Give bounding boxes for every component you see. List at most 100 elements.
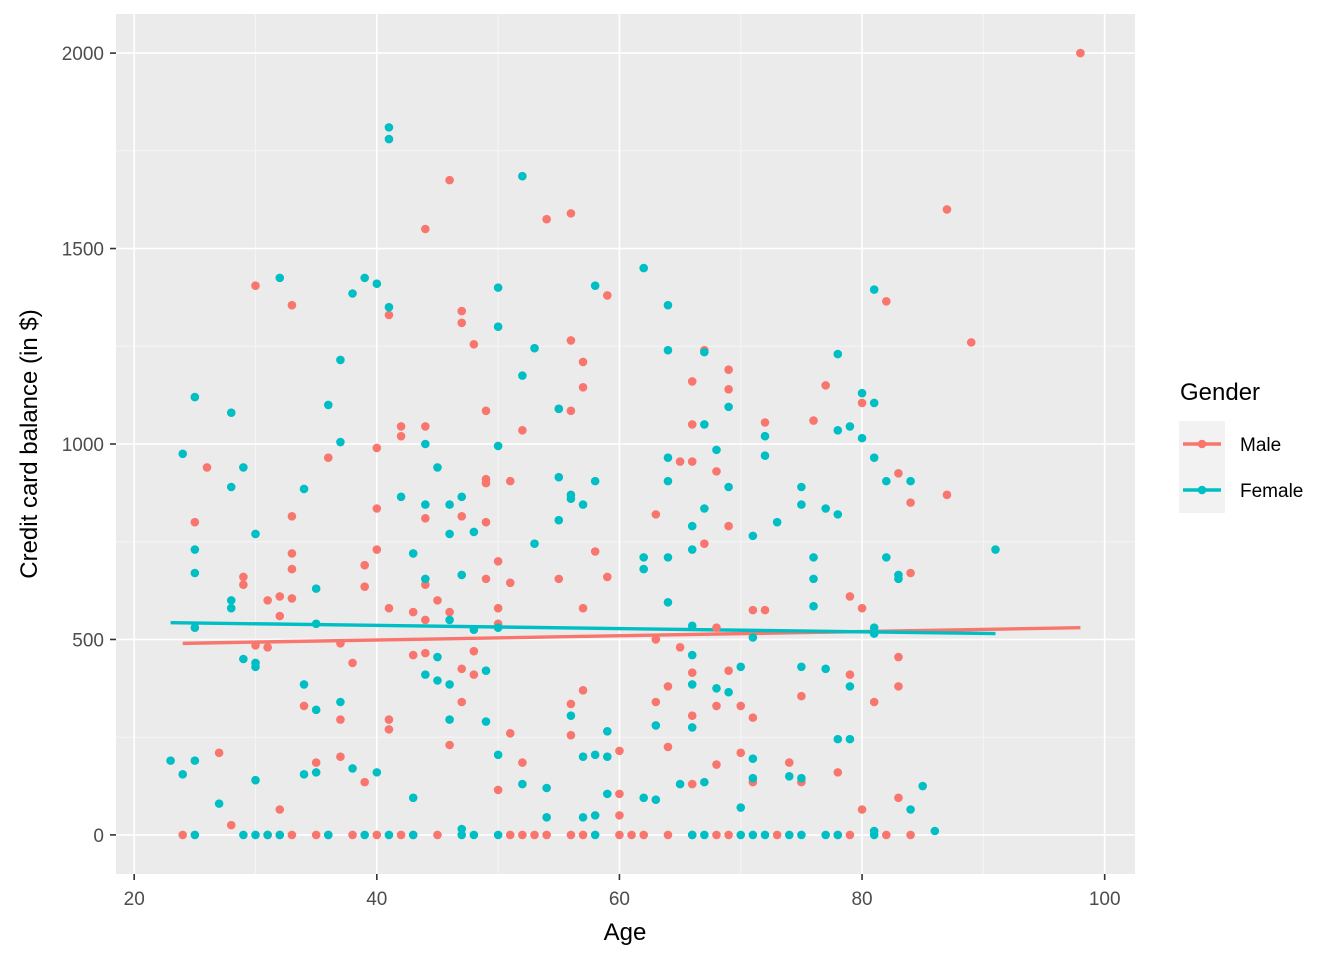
female-point bbox=[530, 539, 539, 548]
female-point bbox=[408, 793, 418, 803]
male-point bbox=[433, 596, 442, 605]
male-point bbox=[821, 381, 830, 390]
female-point bbox=[190, 830, 200, 840]
female-point bbox=[530, 343, 539, 353]
female-point bbox=[833, 349, 843, 359]
female-point bbox=[590, 830, 600, 840]
female-point bbox=[372, 279, 382, 289]
male-point bbox=[615, 789, 624, 799]
male-point bbox=[360, 582, 369, 591]
female-point bbox=[675, 779, 685, 789]
male-point bbox=[178, 830, 188, 840]
female-point bbox=[457, 570, 467, 580]
male-point bbox=[784, 758, 794, 767]
male-point bbox=[712, 830, 721, 840]
female-point bbox=[736, 830, 746, 840]
male-point bbox=[275, 611, 285, 621]
male-point bbox=[445, 175, 454, 185]
male-point bbox=[226, 820, 236, 830]
male-point bbox=[457, 664, 467, 674]
male-point bbox=[408, 650, 418, 660]
female-point bbox=[275, 273, 285, 283]
female-point bbox=[226, 603, 236, 613]
male-point bbox=[639, 830, 648, 840]
female-point bbox=[578, 813, 588, 822]
fit-lines bbox=[170, 620, 1081, 646]
female-point bbox=[809, 574, 818, 584]
male-point bbox=[845, 670, 855, 679]
male-point bbox=[505, 476, 515, 486]
male-point bbox=[675, 642, 685, 652]
female-point bbox=[833, 830, 843, 840]
female-point bbox=[821, 504, 830, 513]
female-point bbox=[760, 431, 770, 441]
x-tick-label: 60 bbox=[609, 889, 630, 910]
male-point bbox=[894, 652, 903, 662]
female-point bbox=[311, 619, 321, 629]
male-point bbox=[275, 805, 285, 814]
male-point bbox=[772, 830, 782, 840]
male-point bbox=[566, 406, 576, 416]
female-point bbox=[639, 793, 648, 803]
male-point bbox=[724, 521, 733, 531]
female-point bbox=[166, 756, 175, 765]
female-point bbox=[663, 453, 673, 462]
legend-keys: Male Female bbox=[1179, 421, 1303, 513]
female-point bbox=[578, 500, 588, 509]
female-point bbox=[906, 476, 915, 486]
male-point bbox=[566, 730, 576, 740]
male-point bbox=[651, 635, 661, 644]
female-point bbox=[554, 515, 564, 525]
male-point bbox=[457, 697, 467, 707]
female-point bbox=[748, 531, 758, 541]
male-point bbox=[421, 513, 430, 523]
male-point bbox=[263, 642, 272, 652]
male-point bbox=[311, 758, 321, 767]
female-point bbox=[882, 476, 891, 486]
male-point bbox=[894, 682, 903, 691]
male-point bbox=[445, 607, 454, 617]
female-point bbox=[178, 770, 188, 779]
female-point bbox=[493, 322, 503, 332]
male-point bbox=[530, 830, 539, 840]
female-point bbox=[663, 553, 673, 562]
male-point bbox=[542, 214, 551, 224]
female-point bbox=[384, 123, 394, 132]
female-point bbox=[991, 545, 1000, 554]
male-point bbox=[700, 539, 709, 548]
female-point bbox=[469, 625, 479, 634]
female-point bbox=[493, 830, 503, 840]
female-point bbox=[493, 750, 503, 760]
female-point bbox=[542, 813, 551, 822]
female-point bbox=[384, 302, 394, 312]
female-point bbox=[748, 773, 758, 783]
male-point bbox=[336, 715, 345, 724]
male-point bbox=[336, 752, 345, 762]
male-point bbox=[384, 310, 394, 320]
female-point bbox=[930, 826, 940, 836]
x-tick-label: 100 bbox=[1089, 889, 1121, 910]
female-point bbox=[433, 463, 442, 472]
male-point bbox=[336, 639, 345, 648]
female-point bbox=[421, 500, 430, 509]
female-point bbox=[845, 422, 855, 431]
male-point bbox=[554, 574, 564, 584]
female-point bbox=[797, 830, 806, 840]
female-point bbox=[421, 670, 430, 679]
female-point bbox=[348, 764, 357, 773]
female-point bbox=[687, 680, 697, 689]
female-point bbox=[554, 472, 564, 482]
female-point bbox=[869, 629, 879, 638]
female-point bbox=[311, 584, 321, 593]
male-point bbox=[748, 605, 758, 615]
female-point bbox=[712, 445, 721, 455]
female-point bbox=[190, 623, 200, 633]
male-fit-line bbox=[182, 626, 1081, 646]
female-legend-label: Female bbox=[1240, 481, 1303, 502]
y-tick-label: 1000 bbox=[62, 435, 104, 456]
female-point bbox=[639, 263, 648, 273]
female-point bbox=[687, 650, 697, 660]
male-point bbox=[724, 830, 733, 840]
male-point bbox=[663, 830, 673, 840]
